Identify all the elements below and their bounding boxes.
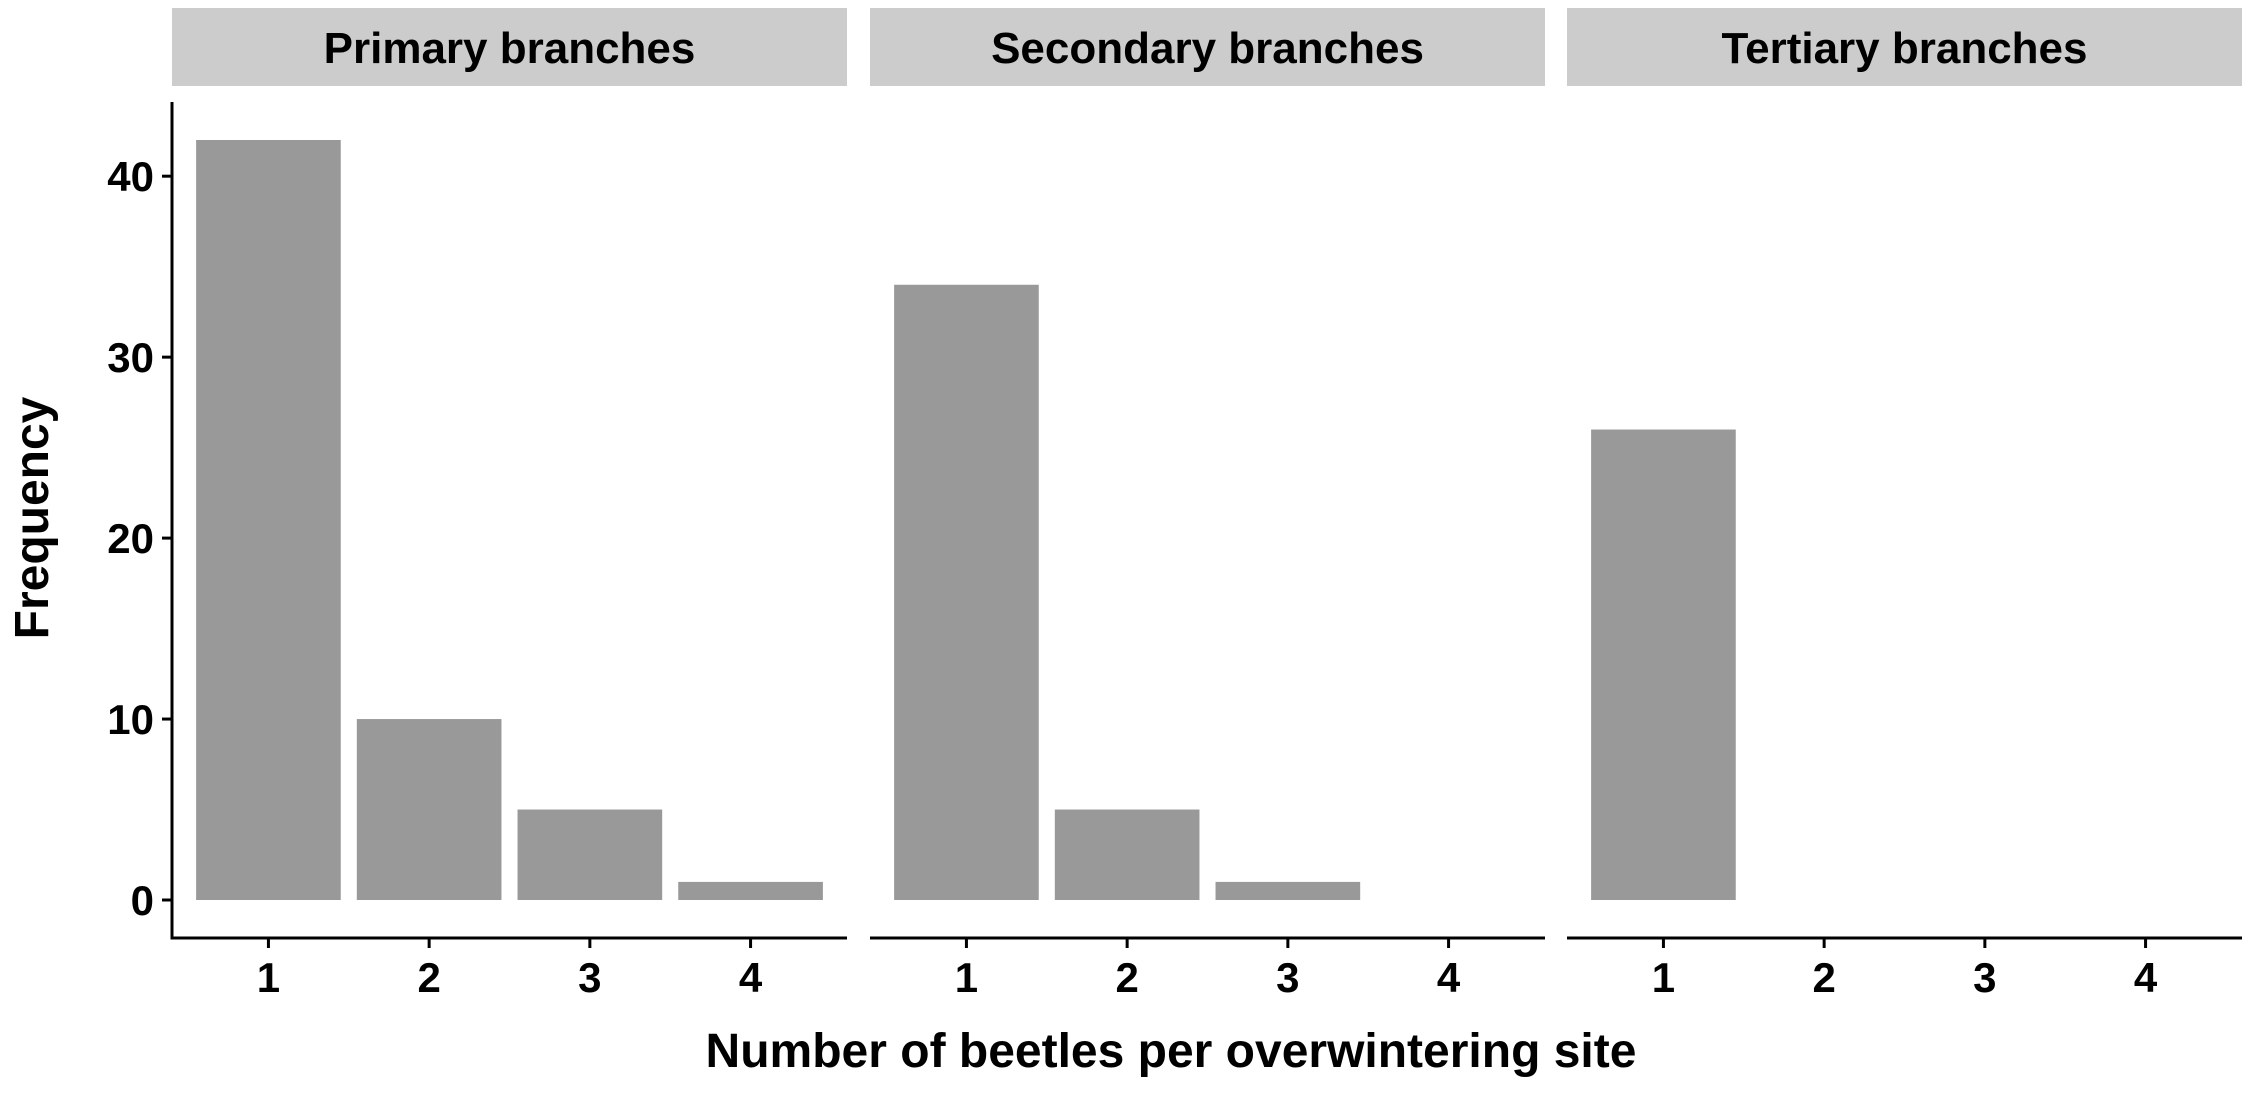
y-tick-label: 10 bbox=[107, 696, 154, 743]
x-tick-label: 4 bbox=[739, 954, 763, 1001]
bar bbox=[1591, 429, 1736, 900]
x-tick-label: 1 bbox=[257, 954, 280, 1001]
facet-panel: Tertiary branches 1 2 3 4 bbox=[1567, 8, 2242, 1001]
facet-panel: Primary branches 1 2 3 4 bbox=[172, 8, 847, 1001]
y-tick-label: 20 bbox=[107, 515, 154, 562]
x-tick-label: 4 bbox=[1437, 954, 1461, 1001]
bar bbox=[356, 719, 502, 900]
facet-title: Tertiary branches bbox=[1721, 24, 2087, 73]
x-tick-label: 3 bbox=[1276, 954, 1299, 1001]
y-tick-label: 40 bbox=[107, 153, 154, 200]
x-axis-title: Number of beetles per overwintering site bbox=[706, 1025, 1637, 1078]
facet-strip bbox=[1567, 8, 2242, 86]
x-tick-label: 3 bbox=[1973, 954, 1996, 1001]
x-tick-label: 2 bbox=[1812, 954, 1835, 1001]
x-tick-label: 3 bbox=[578, 954, 601, 1001]
facet-strip bbox=[870, 8, 1545, 86]
bar bbox=[517, 809, 663, 900]
x-tick-label: 4 bbox=[2134, 954, 2158, 1001]
x-tick-label: 1 bbox=[955, 954, 978, 1001]
y-tick-label: 0 bbox=[131, 877, 154, 924]
bar bbox=[678, 881, 823, 900]
y-tick-label: 30 bbox=[107, 334, 154, 381]
bar bbox=[1054, 809, 1200, 900]
facet-title: Secondary branches bbox=[991, 24, 1424, 73]
y-axis-title: Frequency bbox=[6, 396, 59, 639]
bar bbox=[894, 284, 1039, 900]
facet-title: Primary branches bbox=[324, 24, 696, 73]
facet-panel: Secondary branches 1 2 3 4 bbox=[870, 8, 1545, 1001]
x-tick-label: 2 bbox=[417, 954, 440, 1001]
bar bbox=[1215, 881, 1361, 900]
x-tick-label: 1 bbox=[1652, 954, 1675, 1001]
bar bbox=[196, 140, 341, 900]
x-tick-label: 2 bbox=[1115, 954, 1138, 1001]
facet-strip bbox=[172, 8, 847, 86]
